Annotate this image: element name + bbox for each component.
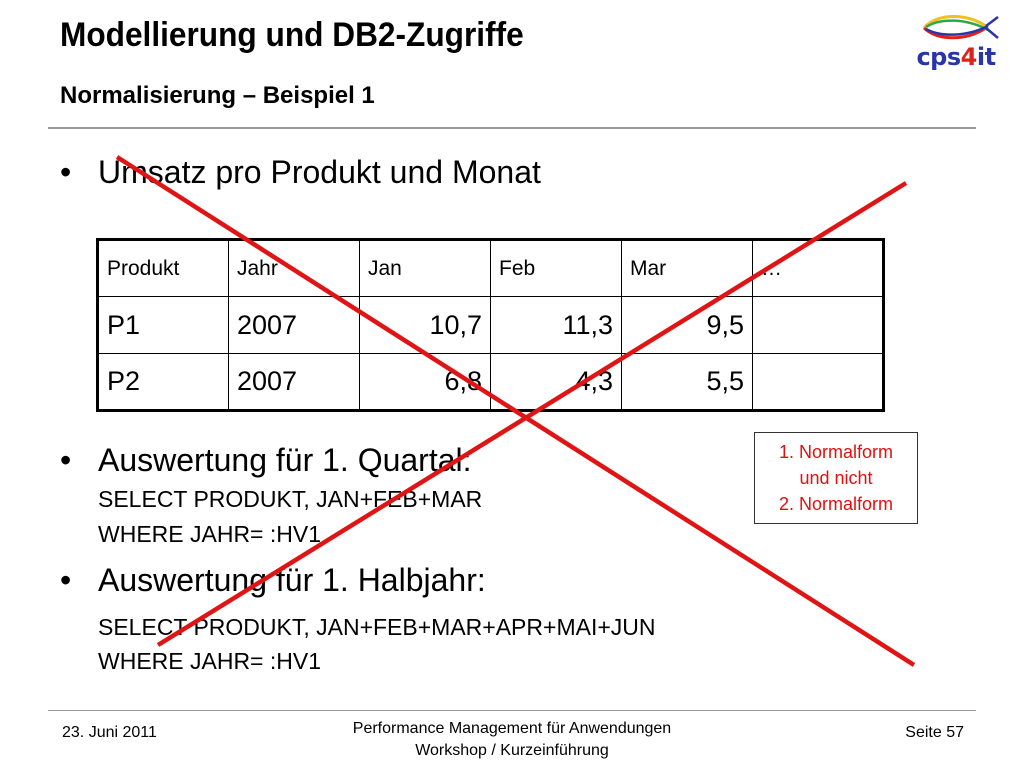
table-cell: 11,3 [490,296,622,354]
table-cell: P2 [97,353,229,411]
bullet-text: Umsatz pro Produkt und Monat [98,154,541,190]
sales-table: Produkt Jahr Jan Feb Mar … P1 2007 10,7 … [96,238,885,412]
logo-wordmark: cps4it [908,43,1004,71]
footer-date: 23. Juni 2011 [62,724,157,741]
table-header-row: Produkt Jahr Jan Feb Mar … [97,239,884,297]
logo-wordmark-it: it [976,43,996,71]
slide-subtitle: Normalisierung – Beispiel 1 [60,82,375,109]
table-header-cell: Jan [359,239,491,297]
table-header-cell: Feb [490,239,622,297]
cps4it-logo: cps4it [908,10,1004,71]
bullet-symbol: • [60,442,72,478]
table-cell: 4,3 [490,353,622,411]
sql-line: SELECT PRODUKT, JAN+FEB+MAR+APR+MAI+JUN [98,614,656,640]
table-cell: 6,8 [359,353,491,411]
table-header-cell: Produkt [97,239,229,297]
table-cell [752,353,884,411]
table-cell: 10,7 [359,296,491,354]
table-cell: 2007 [228,353,360,411]
footer-title-line: Performance Management für Anwendungen [352,720,672,737]
table-header-cell: Jahr [228,239,360,297]
fish-logo-icon [922,14,999,40]
bullet-text: Auswertung für 1. Quartal: [98,442,472,478]
sql-line: WHERE JAHR= :HV1 [98,648,322,674]
note-line: und nicht [799,468,873,488]
note-line: 2. Normalform [778,494,894,514]
footer-page-number: Seite 57 [905,724,964,741]
footer-title-line: Workshop / Kurzeinführung [415,742,609,759]
header-divider [48,127,976,129]
sql-line: WHERE JAHR= :HV1 [98,521,322,547]
note-line: 1. Normalform [778,442,894,462]
table-cell: P1 [97,296,229,354]
footer-title: Performance Management für Anwendungen W… [312,718,712,762]
table-header-cell: Mar [621,239,753,297]
footer-divider [48,710,976,711]
sql-line: SELECT PRODUKT, JAN+FEB+MAR [98,486,483,512]
table-cell: 2007 [228,296,360,354]
bullet-symbol: • [60,154,72,190]
bullet-text: Auswertung für 1. Halbjahr: [98,562,486,598]
table-row: P1 2007 10,7 11,3 9,5 [97,296,884,354]
table-header-cell: … [752,239,884,297]
logo-wordmark-cps: cps [916,43,961,71]
table-cell [752,296,884,354]
normalform-note: 1. Normalform und nicht 2. Normalform [754,432,918,524]
table-cell: 5,5 [621,353,753,411]
logo-wordmark-4: 4 [960,43,978,71]
bullet-symbol: • [60,562,72,598]
table-row: P2 2007 6,8 4,3 5,5 [97,353,884,411]
slide-title: Modellierung und DB2-Zugriffe [60,16,524,54]
table-cell: 9,5 [621,296,753,354]
